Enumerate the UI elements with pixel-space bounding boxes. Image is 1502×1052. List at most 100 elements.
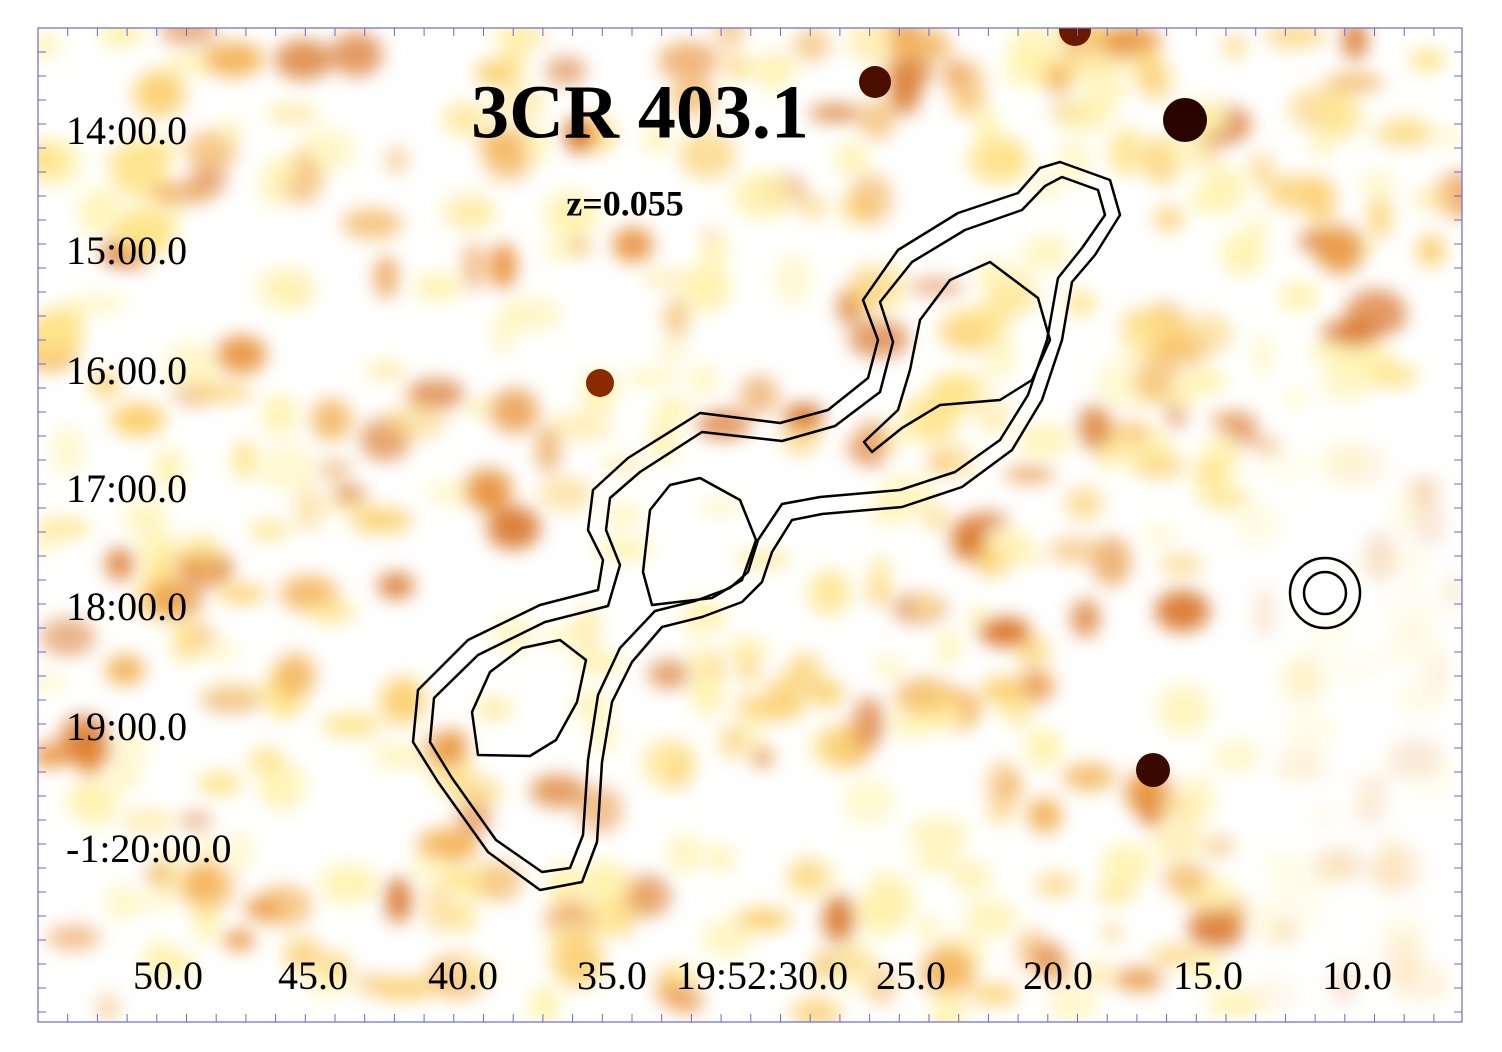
emission-blob [151, 849, 185, 900]
emission-blob [603, 504, 644, 527]
emission-blob [125, 138, 179, 159]
emission-blob [244, 897, 280, 920]
emission-blob [628, 874, 672, 917]
tick-marks [37, 27, 1462, 1022]
emission-blob [690, 364, 720, 395]
emission-blob [472, 860, 524, 902]
emission-blob [248, 747, 285, 775]
emission-blob [535, 424, 561, 474]
emission-blob [68, 293, 128, 314]
emission-blob [1015, 424, 1074, 457]
emission-blob [317, 459, 352, 480]
emission-blob [1202, 486, 1249, 511]
emission-blob [1034, 872, 1077, 898]
source [1163, 98, 1207, 142]
emission-blob [885, 55, 932, 92]
emission-blob [1252, 332, 1274, 377]
x-label: 45.0 [278, 953, 348, 998]
emission-blob [1077, 961, 1117, 990]
emission-blob [1325, 72, 1384, 93]
emission-blob [116, 895, 175, 912]
emission-blob [1077, 404, 1113, 451]
emission-blob [374, 255, 398, 300]
emission-blob [99, 28, 144, 49]
emission-blob [258, 443, 317, 493]
emission-blob [1095, 882, 1137, 904]
emission-blob [643, 123, 670, 154]
y-label: 14:00.0 [66, 108, 187, 153]
emission-blob [723, 637, 771, 658]
emission-blob [1285, 388, 1309, 407]
emission-blob [1135, 44, 1163, 96]
emission-blob [1100, 843, 1152, 887]
emission-blob [793, 28, 831, 62]
emission-blob [848, 265, 886, 315]
emission-blob [273, 653, 317, 697]
emission-blob [1413, 498, 1447, 549]
emission-blob [1153, 207, 1184, 231]
emission-blob [38, 742, 68, 769]
emission-blob [97, 993, 119, 1022]
emission-blob [492, 615, 534, 655]
emission-blob [787, 858, 828, 894]
emission-blob [1160, 129, 1214, 173]
emission-blob [1391, 545, 1430, 582]
emission-blob [261, 394, 300, 436]
emission-blob [1091, 536, 1132, 587]
contour [1302, 570, 1348, 616]
axis-labels: 14:00.0 15:00.0 16:00.0 17:00.0 18:00.0 19:00… [66, 108, 1392, 998]
emission-blob [601, 456, 647, 474]
emission-blob [551, 410, 614, 442]
emission-blob [1327, 651, 1383, 685]
emission-blob [1252, 437, 1281, 454]
emission-blob [664, 297, 690, 339]
x-label: 20.0 [1023, 953, 1093, 998]
emission-blob [1417, 234, 1445, 267]
emission-blob [274, 39, 333, 80]
emission-blob [1102, 922, 1123, 942]
emission-blob [283, 937, 324, 973]
x-label: 19:52:30.0 [676, 953, 848, 998]
emission-blob [295, 485, 322, 533]
emission-blob [811, 950, 833, 985]
y-label: 16:00.0 [66, 348, 187, 393]
emission-blob [1115, 419, 1150, 447]
emission-blob [447, 901, 476, 933]
emission-blob [773, 253, 813, 305]
emission-blob [930, 445, 975, 478]
emission-blob [319, 863, 379, 904]
emission-blob [305, 971, 354, 996]
emission-blob [320, 713, 384, 737]
emission-blob [701, 918, 753, 959]
emission-blob [1291, 908, 1329, 937]
emission-blob [1309, 340, 1352, 367]
emission-blob [257, 772, 295, 806]
subtitle: z=0.055 [566, 183, 684, 223]
emission-blob [612, 227, 654, 263]
emission-blob [454, 959, 499, 982]
emission-blob [1201, 164, 1247, 214]
emission-blob [440, 192, 495, 231]
emission-blob [967, 139, 1030, 184]
emission-blob [423, 882, 453, 934]
emission-blob [463, 468, 513, 508]
emission-blob [660, 965, 698, 985]
title: 3CR 403.1 [471, 70, 809, 154]
emission-blob [1053, 98, 1113, 132]
emission-blob [1273, 747, 1328, 783]
emission-blob [583, 860, 628, 904]
source [586, 369, 614, 397]
emission-blob [141, 948, 196, 981]
emission-blob [798, 194, 829, 220]
emission-blob [377, 572, 415, 600]
point-sources [586, 28, 1207, 787]
emission-blob [150, 181, 214, 205]
emission-blob [197, 642, 242, 662]
emission-blob [1209, 411, 1238, 429]
emission-blob [1184, 368, 1228, 394]
emission-blob [491, 316, 516, 356]
emission-blob [110, 402, 166, 437]
emission-blob [1158, 553, 1204, 576]
emission-blob [382, 405, 447, 441]
emission-blob [1367, 196, 1392, 239]
